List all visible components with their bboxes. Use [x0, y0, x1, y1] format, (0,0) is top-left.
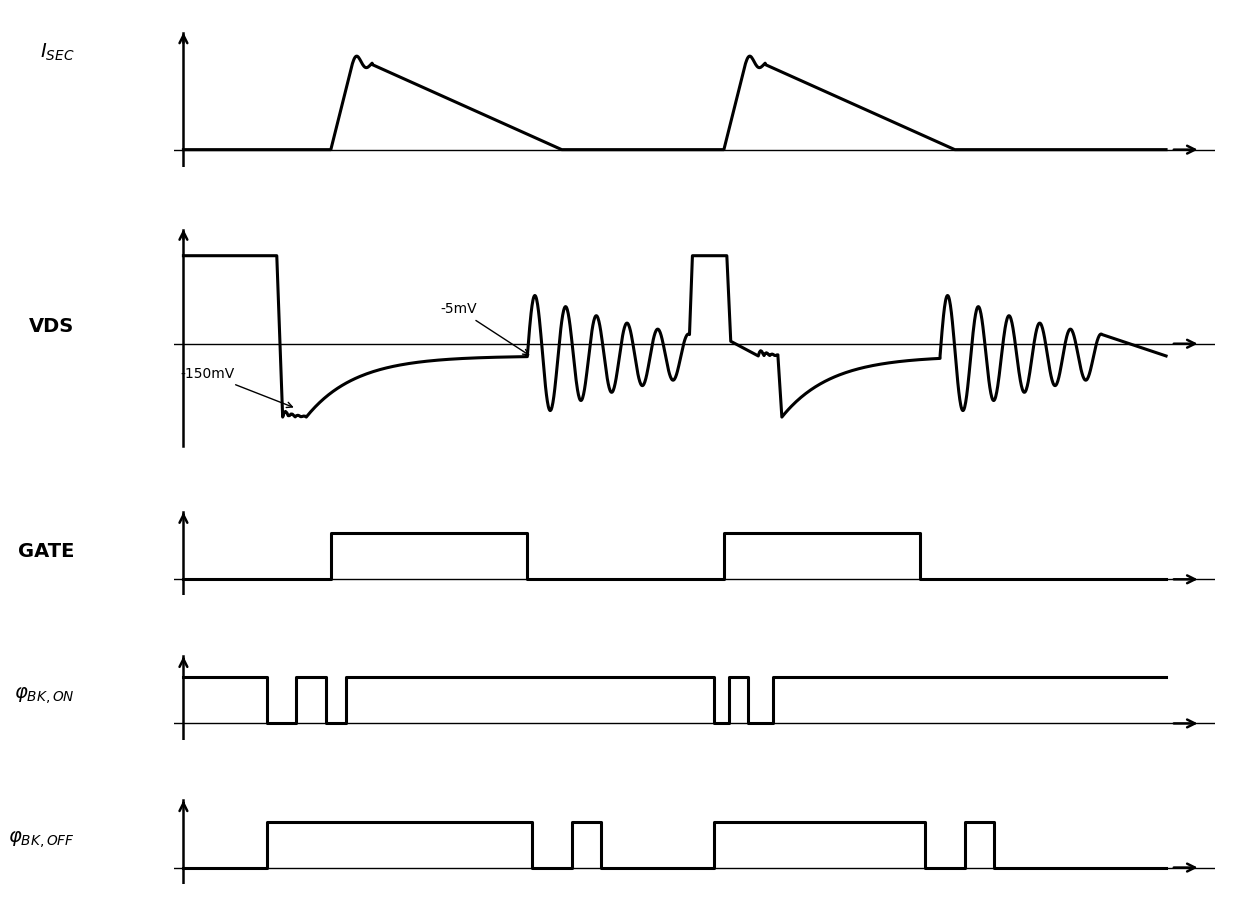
Text: VDS: VDS	[30, 317, 74, 336]
Text: GATE: GATE	[19, 542, 74, 561]
Text: $\varphi_{BK,ON}$: $\varphi_{BK,ON}$	[14, 685, 74, 706]
Text: -150mV: -150mV	[181, 367, 293, 407]
Text: $\varphi_{BK,OFF}$: $\varphi_{BK,OFF}$	[7, 830, 74, 850]
Text: $I_{SEC}$: $I_{SEC}$	[40, 42, 74, 63]
Text: -5mV: -5mV	[440, 302, 528, 354]
